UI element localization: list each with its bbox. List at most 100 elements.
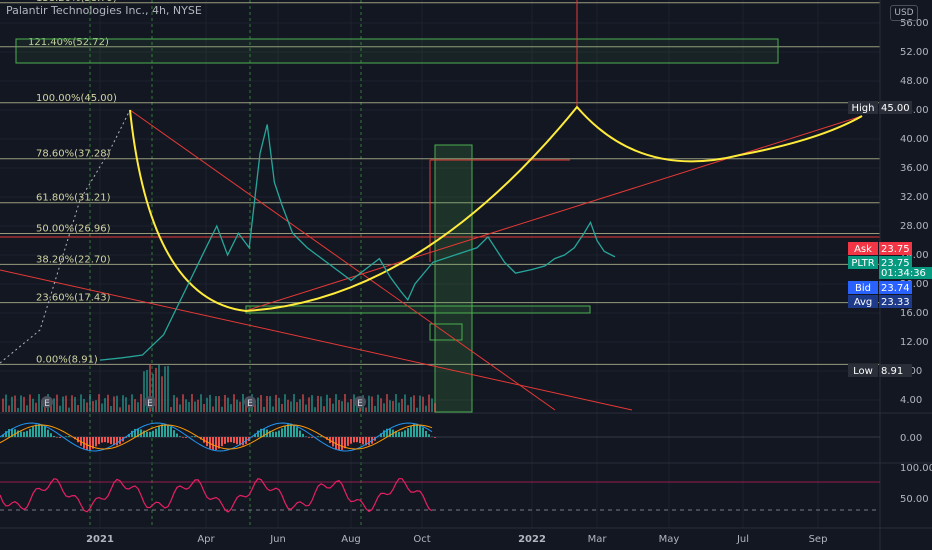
volume-bar — [155, 367, 157, 412]
macd-histogram-bar — [215, 437, 217, 451]
volume-bar — [230, 404, 232, 412]
volume-bar — [149, 364, 151, 412]
volume-bar — [374, 405, 376, 412]
macd-histogram-bar — [89, 437, 91, 451]
volume-bar — [62, 396, 64, 412]
macd-histogram-bar — [41, 424, 43, 437]
volume-bar — [86, 402, 88, 412]
volume-bar — [26, 405, 28, 412]
bid-tag-value-bg — [879, 281, 912, 294]
volume-bar — [152, 373, 154, 412]
macd-histogram-bar — [275, 431, 277, 437]
currency-button[interactable]: USD — [890, 5, 918, 21]
high-tag-label-bg — [848, 101, 878, 114]
macd-histogram-bar — [413, 424, 415, 437]
macd-histogram-bar — [173, 430, 175, 437]
volume-bar — [167, 365, 169, 412]
volume-bar — [293, 394, 295, 412]
fib-level-label: 121.40%(52.72) — [28, 37, 109, 48]
volume-bar — [206, 397, 208, 412]
volume-bar — [356, 404, 358, 412]
volume-bar — [290, 401, 292, 412]
macd-histogram-bar — [149, 431, 151, 437]
earnings-icon-label: E — [357, 399, 363, 409]
y-tick-label: 36.00 — [900, 163, 929, 174]
stop-box — [429, 323, 463, 341]
earnings-icon-label: E — [44, 399, 50, 409]
macd-histogram-bar — [404, 430, 406, 437]
projection-box — [434, 144, 473, 413]
rsi-tick-label: 100.00 — [900, 463, 932, 474]
cup-handle-curve — [129, 105, 863, 313]
macd-histogram-bar — [104, 437, 106, 443]
volume-bar — [419, 395, 421, 412]
volume-bar — [5, 394, 7, 412]
x-tick-label: Jul — [736, 534, 749, 545]
y-tick-label: 28.00 — [900, 221, 929, 232]
volume-bar — [347, 402, 349, 412]
volume-bar — [161, 376, 163, 412]
y-tick-label: 12.00 — [900, 337, 929, 348]
volume-bar — [245, 401, 247, 412]
macd-histogram-bar — [185, 437, 187, 438]
volume-bar — [122, 395, 124, 412]
volume-bar — [41, 400, 43, 412]
macd-histogram-bar — [128, 434, 130, 437]
volume-bar — [365, 407, 367, 412]
last-price-value-bg — [879, 256, 912, 269]
volume-bar — [398, 402, 400, 412]
macd-histogram-bar — [107, 437, 109, 443]
macd-histogram-bar — [416, 423, 418, 437]
macd-histogram-bar — [335, 437, 337, 450]
volume-bar — [344, 394, 346, 412]
x-tick-label: Aug — [341, 534, 361, 545]
volume-bar — [17, 407, 19, 412]
volume-bar — [314, 407, 316, 412]
bid-tag-label: Bid — [855, 283, 871, 294]
x-tick-label: 2022 — [518, 534, 546, 545]
macd-histogram-bar — [350, 437, 352, 444]
macd-histogram-bar — [35, 424, 37, 437]
macd-histogram-bar — [179, 436, 181, 437]
volume-bar — [266, 395, 268, 412]
volume-bar — [164, 366, 166, 412]
volume-bar — [329, 398, 331, 412]
volume-bar — [92, 401, 94, 412]
last-symbol-tag-bg — [848, 256, 878, 269]
volume-bar — [389, 400, 391, 412]
volume-bar — [338, 400, 340, 412]
volume-bar — [242, 394, 244, 412]
rsi-line — [0, 478, 433, 513]
volume-bar — [254, 404, 256, 412]
volume-bar — [101, 403, 103, 412]
trendline-down-1 — [129, 109, 556, 411]
y-tick-label: 40.00 — [900, 134, 929, 145]
volume-bar — [74, 397, 76, 412]
volume-bar — [185, 399, 187, 412]
x-tick-label: Sep — [809, 534, 828, 545]
high-tag-value: 45.00 — [881, 103, 910, 114]
countdown-value: 01:34:36 — [881, 268, 926, 279]
volume-bar — [431, 398, 433, 412]
macd-histogram-bar — [356, 437, 358, 443]
macd-histogram-bar — [68, 436, 70, 437]
volume-bar — [182, 394, 184, 412]
volume-bar — [98, 394, 100, 412]
high-tag-value-bg — [879, 101, 912, 114]
volume-bar — [188, 401, 190, 412]
low-tag-label-bg — [848, 364, 878, 377]
volume-bar — [281, 403, 283, 412]
volume-bar — [104, 398, 106, 412]
volume-bar — [317, 395, 319, 412]
macd-histogram-bar — [2, 434, 4, 437]
volume-bar — [59, 405, 61, 412]
signal-line — [0, 424, 433, 450]
macd-histogram-bar — [92, 437, 94, 449]
volume-bar — [8, 405, 10, 412]
volume-bar — [326, 394, 328, 412]
fib-level-label: 100.00%(45.00) — [36, 93, 117, 104]
volume-bar — [32, 398, 34, 412]
volume-bar — [395, 394, 397, 412]
macd-histogram-bar — [281, 428, 283, 437]
